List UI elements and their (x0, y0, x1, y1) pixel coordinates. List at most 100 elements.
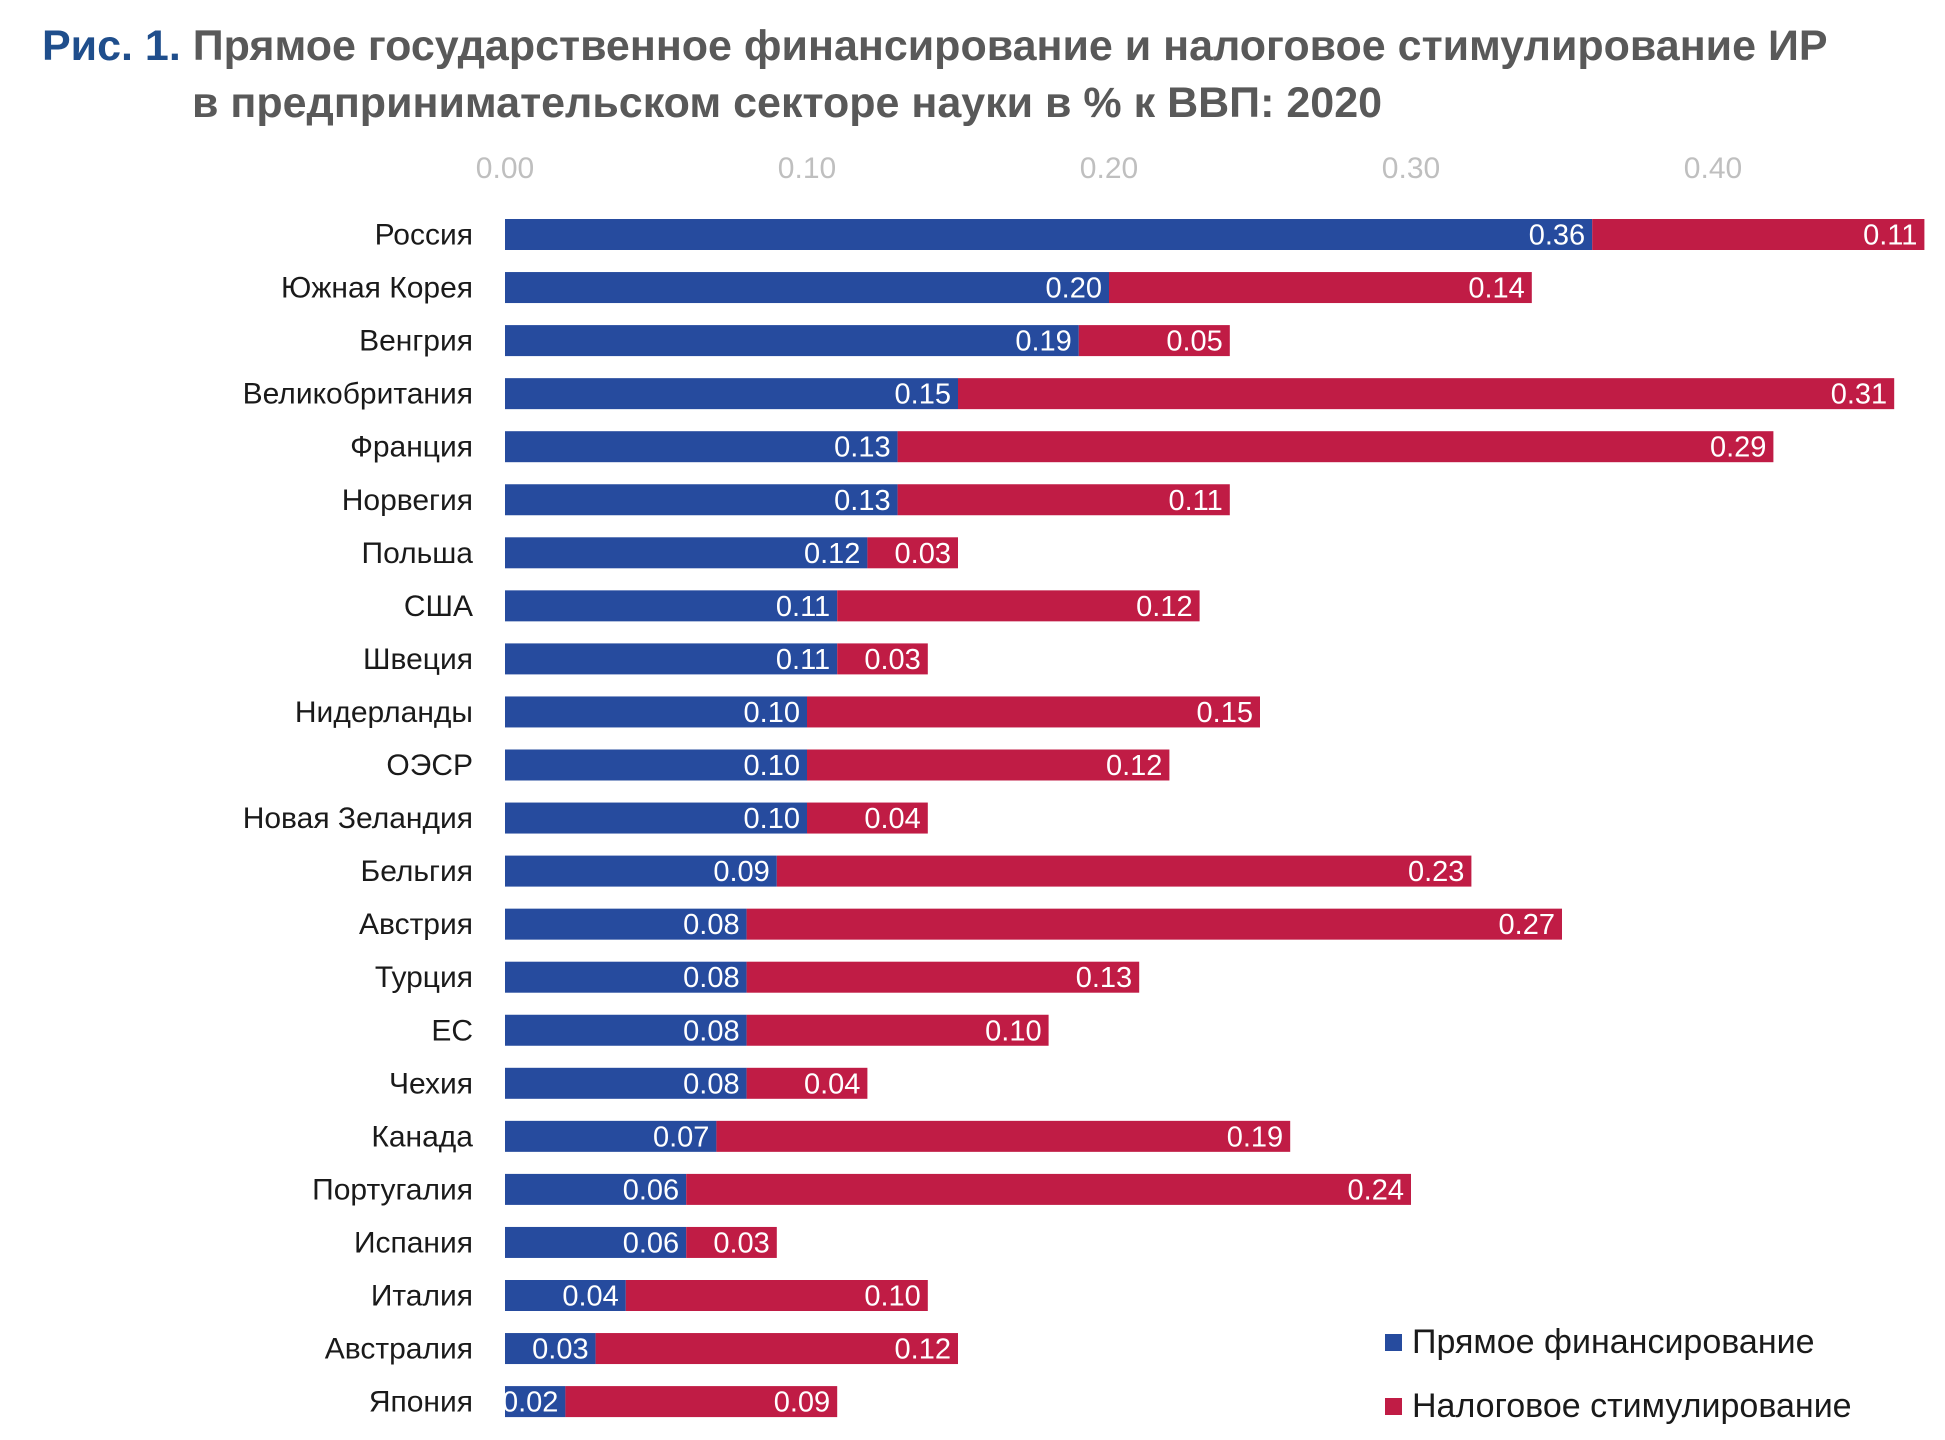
bar-direct-funding (505, 1333, 596, 1365)
data-label: 0.24 (1348, 1174, 1404, 1206)
bar-direct-funding (505, 908, 747, 940)
data-label: 0.10 (864, 1281, 920, 1313)
bar-tax-incentive (897, 484, 1230, 516)
bar-direct-funding (505, 749, 807, 781)
data-label: 0.11 (1863, 220, 1917, 252)
bar-tax-incentive (625, 1280, 928, 1311)
data-label: 0.06 (623, 1227, 679, 1259)
legend-swatch-direct (1385, 1333, 1402, 1351)
data-label: 0.05 (1166, 326, 1222, 358)
category-label: Нидерланды (295, 696, 473, 729)
data-label: 0.10 (744, 803, 800, 835)
bar-tax-incentive (595, 1333, 958, 1365)
legend: Прямое финансирование Налоговое стимулир… (1385, 1310, 1852, 1438)
category-label: Италия (371, 1280, 473, 1313)
data-label: 0.10 (744, 697, 800, 729)
category-label: Швеция (363, 643, 473, 676)
category-label: Чехия (389, 1067, 473, 1100)
bar-direct-funding (505, 1173, 687, 1205)
bar-direct-funding (505, 325, 1079, 357)
bar-tax-incentive (746, 1014, 1049, 1046)
data-label: 0.14 (1468, 273, 1524, 305)
data-label: 0.36 (1529, 220, 1585, 252)
category-label: ЕС (431, 1014, 473, 1047)
bar-tax-incentive (686, 1226, 777, 1258)
data-label: 0.03 (532, 1334, 588, 1366)
bar-direct-funding (505, 855, 777, 887)
bar-tax-incentive (746, 961, 1140, 993)
data-label: 0.12 (1136, 591, 1192, 623)
data-label: 0.13 (834, 432, 890, 464)
bar-tax-incentive (686, 1173, 1411, 1205)
data-label: 0.08 (683, 1068, 739, 1100)
data-label: 0.10 (985, 1015, 1041, 1047)
data-label: 0.04 (562, 1281, 618, 1313)
data-label: 0.12 (895, 1334, 951, 1366)
data-label: 0.15 (895, 379, 951, 411)
chart-title: Рис. 1. Прямое государственное финансиро… (42, 18, 1828, 132)
data-label: 0.19 (1227, 1121, 1283, 1153)
bar-tax-incentive (776, 855, 1472, 887)
data-label: 0.04 (804, 1068, 860, 1100)
data-label: 0.13 (834, 485, 890, 517)
category-label: ОЭСР (386, 749, 473, 782)
category-labels: Россия Южная Корея Венгрия Великобритания Фр… (243, 219, 474, 1419)
bar-tax-incentive (867, 537, 958, 569)
data-label: 0.11 (776, 644, 830, 676)
category-label: Турция (375, 961, 473, 994)
data-label: 0.27 (1499, 909, 1555, 941)
data-label: 0.06 (623, 1174, 679, 1206)
data-label: 0.19 (1015, 326, 1071, 358)
bar-direct-funding (505, 643, 838, 675)
bar-direct-funding (505, 1120, 717, 1152)
bar-direct-funding (505, 1014, 747, 1046)
bar-direct-funding (505, 272, 1109, 304)
category-label: Португалия (312, 1173, 473, 1206)
legend-label-tax: Налоговое стимулирование (1412, 1386, 1852, 1425)
x-tick-label: 0.20 (1080, 152, 1138, 185)
category-label: Австрия (359, 908, 473, 941)
bar-direct-funding (505, 378, 958, 410)
category-label: Великобритания (243, 378, 473, 411)
data-label: 0.13 (1076, 962, 1132, 994)
bar-direct-funding (505, 1067, 747, 1099)
data-label: 0.09 (713, 856, 769, 888)
bar-direct-funding (505, 1386, 566, 1418)
bar-tax-incentive (807, 749, 1170, 781)
bar-tax-incentive (746, 908, 1562, 940)
bar-tax-incentive (837, 643, 928, 675)
bar-direct-funding (505, 219, 1593, 250)
x-axis-ticks: 0.00 0.10 0.20 0.30 0.40 (476, 152, 1742, 185)
bar-direct-funding (505, 961, 747, 993)
data-label: 0.11 (776, 591, 830, 623)
category-label: Польша (362, 537, 474, 570)
bar-direct-funding (505, 484, 898, 516)
title-line-1: Прямое государственное финансирование и … (192, 22, 1828, 70)
bar-direct-funding (505, 1226, 687, 1258)
x-tick-label: 0.40 (1684, 152, 1742, 185)
category-label: Испания (354, 1226, 473, 1259)
category-label: Венгрия (359, 325, 473, 358)
bar-direct-funding (505, 802, 807, 834)
category-label: Новая Зеландия (243, 802, 473, 835)
data-label: 0.03 (864, 644, 920, 676)
x-tick-label: 0.10 (778, 152, 836, 185)
bar-tax-incentive (746, 1067, 868, 1099)
bar-tax-incentive (958, 378, 1895, 410)
data-label: 0.29 (1710, 432, 1766, 464)
data-label: 0.08 (683, 909, 739, 941)
category-label: Франция (350, 431, 473, 464)
data-label: 0.08 (683, 962, 739, 994)
data-label: 0.09 (774, 1387, 830, 1419)
bar-tax-incentive (1592, 219, 1925, 250)
data-label: 0.04 (864, 803, 920, 835)
bar-direct-funding (505, 1280, 626, 1311)
legend-swatch-tax (1385, 1397, 1402, 1415)
bar-direct-funding (505, 590, 838, 622)
bar-tax-incentive (807, 802, 928, 834)
bar-direct-funding (505, 696, 807, 728)
category-label: Южная Корея (281, 272, 473, 305)
x-tick-label: 0.00 (476, 152, 534, 185)
bar-tax-incentive (837, 590, 1200, 622)
